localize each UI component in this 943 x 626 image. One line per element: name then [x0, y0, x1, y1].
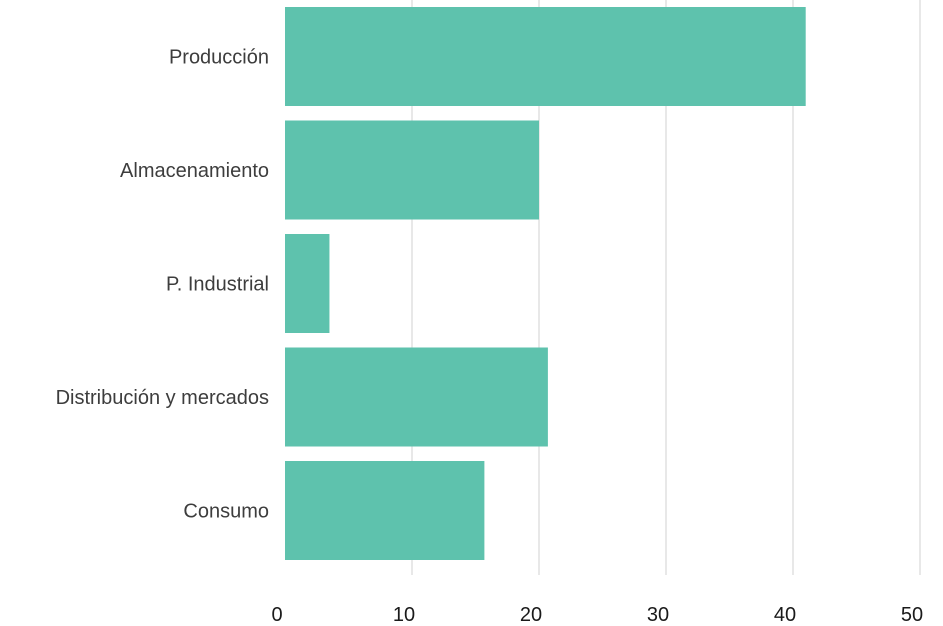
- bar-0: [285, 7, 806, 106]
- category-label: Consumo: [183, 501, 269, 523]
- x-tick-labels: 0 10 20 30 40 50: [271, 604, 923, 626]
- x-tick-label: 0: [271, 604, 282, 626]
- x-tick-label: 50: [901, 604, 923, 626]
- bar-1: [285, 120, 539, 220]
- category-label: Almacenamiento: [120, 160, 269, 182]
- bar-2: [285, 234, 330, 333]
- bars: [285, 7, 806, 560]
- category-label: P. Industrial: [166, 274, 269, 296]
- category-labels: Producción Almacenamiento P. Industrial Dis…: [56, 47, 269, 523]
- category-label: Distribución y mercados: [56, 387, 269, 409]
- bar-4: [285, 461, 485, 560]
- x-tick-label: 30: [647, 604, 669, 626]
- bar-3: [285, 347, 548, 447]
- category-label: Producción: [169, 47, 269, 69]
- x-tick-label: 10: [393, 604, 415, 626]
- x-tick-label: 40: [774, 604, 796, 626]
- x-tick-label: 20: [520, 604, 542, 626]
